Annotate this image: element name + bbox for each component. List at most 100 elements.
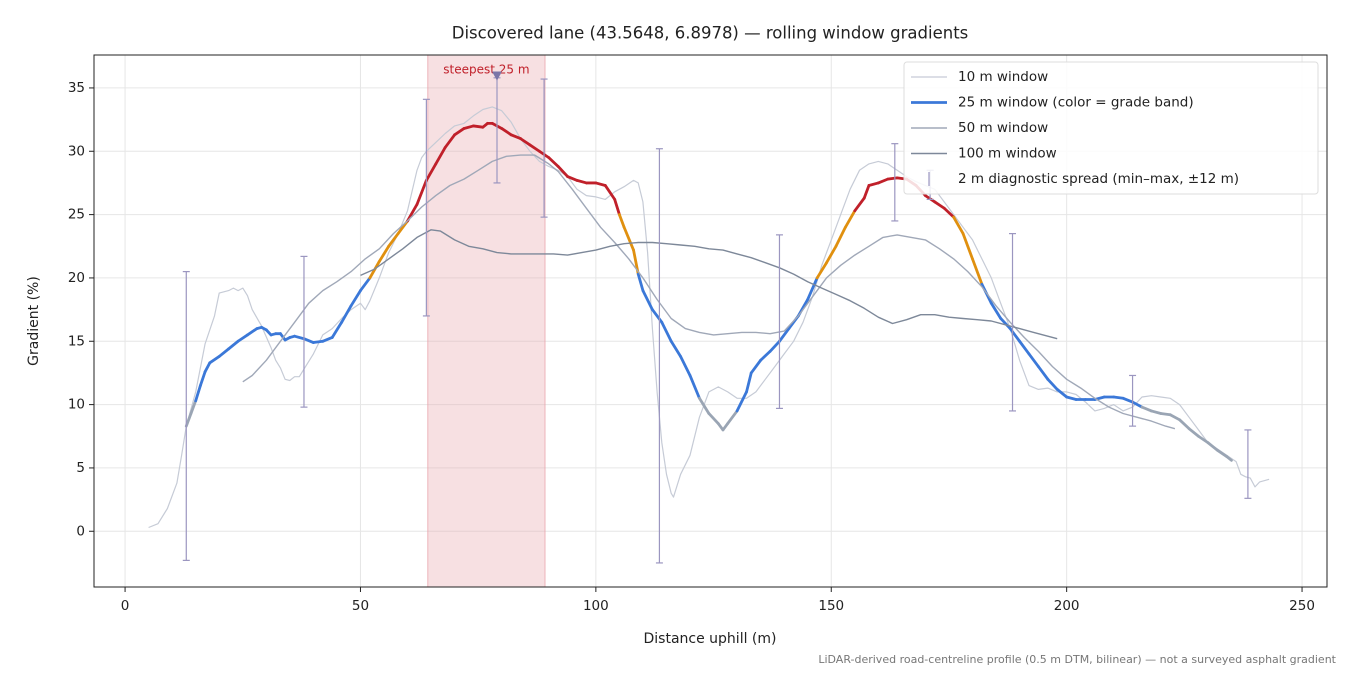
line-segment <box>952 215 965 236</box>
line-segment <box>749 358 763 375</box>
legend-box <box>903 61 1319 195</box>
line-segment <box>679 355 692 377</box>
line-segment <box>886 176 899 181</box>
line-segment <box>509 133 522 141</box>
line-segment <box>698 396 711 415</box>
line-segment <box>1112 395 1125 400</box>
line-segment <box>707 412 720 426</box>
line-segment <box>778 327 791 343</box>
line-segment <box>876 177 890 185</box>
line-segment <box>735 390 748 413</box>
line-segment <box>1206 441 1219 452</box>
chart-title: Discovered lane (43.5648, 6.8978) — roll… <box>452 24 969 43</box>
series-line <box>148 106 1270 529</box>
legend-label: 25 m window (color = grade band) <box>958 95 1194 111</box>
line-segment <box>1187 427 1200 438</box>
line-segment <box>1055 387 1069 399</box>
line-segment <box>971 257 984 286</box>
line-segment <box>575 178 588 185</box>
line-segment <box>815 261 828 280</box>
x-tick-label: 200 <box>1054 598 1080 614</box>
legend-label: 10 m window <box>958 69 1048 85</box>
line-segment <box>641 289 654 312</box>
line-segment <box>227 339 240 351</box>
line-segment <box>942 206 956 219</box>
y-axis-label: Gradient (%) <box>26 276 42 366</box>
line-segment <box>208 355 221 365</box>
line-segment <box>843 209 857 229</box>
line-segment <box>688 374 701 400</box>
highlight-label: steepest 25 m <box>443 63 529 77</box>
line-segment <box>1008 327 1021 343</box>
line-segment <box>424 162 438 182</box>
line-segment <box>203 361 212 374</box>
line-segment <box>406 203 419 223</box>
highlight-window <box>427 54 546 588</box>
line-segment <box>359 276 372 293</box>
y-tick-label: 25 <box>68 207 85 223</box>
x-tick-label: 150 <box>818 598 844 614</box>
line-segment <box>999 317 1012 331</box>
line-segment <box>184 412 193 428</box>
line-segment <box>246 327 259 337</box>
line-segment <box>618 213 626 229</box>
line-segment <box>759 349 772 362</box>
line-segment <box>603 184 617 201</box>
line-segment <box>853 196 866 213</box>
y-tick-label: 30 <box>68 143 85 159</box>
line-segment <box>349 289 362 308</box>
x-tick-label: 0 <box>121 598 130 614</box>
legend-label: 50 m window <box>958 120 1048 136</box>
line-segment <box>1027 352 1040 369</box>
legend: 10 m window 25 m window (color = grade ba… <box>903 61 1319 195</box>
line-segment <box>1159 412 1172 417</box>
line-segment <box>1131 400 1144 409</box>
y-tick-label: 35 <box>68 80 85 96</box>
line-segment <box>1215 448 1229 458</box>
line-segment <box>834 225 847 248</box>
line-segment <box>1225 455 1233 462</box>
y-tick-label: 15 <box>68 333 85 349</box>
line-segment <box>189 399 198 415</box>
line-segment <box>1197 434 1210 445</box>
line-segment <box>340 304 353 324</box>
line-segment <box>1140 405 1153 413</box>
line-segment <box>293 334 306 341</box>
y-tick-label: 10 <box>68 397 85 413</box>
steepest-marker <box>491 71 502 81</box>
line-segment <box>217 347 231 358</box>
line-segment <box>453 127 466 137</box>
line-segment <box>933 200 946 210</box>
y-tick-label: 5 <box>76 460 85 476</box>
line-segment <box>613 197 621 217</box>
x-axis-label: Distance uphill (m) <box>644 631 777 647</box>
line-segment <box>443 133 457 149</box>
line-segment <box>660 320 673 343</box>
line-segment <box>1046 377 1059 391</box>
line-segment <box>415 178 428 206</box>
legend-label: 2 m diagnostic spread (min–max, ±12 m) <box>958 171 1239 187</box>
line-segment <box>519 137 532 147</box>
line-segment <box>726 409 739 426</box>
line-segment <box>594 181 607 187</box>
line-segment <box>622 225 635 252</box>
line-segment <box>636 272 645 293</box>
y-tick-label: 0 <box>76 523 85 539</box>
line-segment <box>669 339 683 358</box>
line-segment <box>650 308 664 324</box>
series-line <box>360 229 1058 340</box>
line-segment <box>311 339 325 344</box>
line-segment <box>1168 413 1182 422</box>
line-segment <box>547 156 560 168</box>
line-segment <box>989 301 1003 320</box>
y-tick-label: 20 <box>68 270 85 286</box>
line-segment <box>768 339 781 353</box>
line-segment <box>825 244 838 265</box>
line-segment <box>434 146 447 166</box>
line-segment <box>236 333 249 343</box>
line-segment <box>862 184 871 200</box>
line-segment <box>198 370 207 388</box>
line-segment <box>1149 409 1163 415</box>
line-segment <box>321 336 334 343</box>
